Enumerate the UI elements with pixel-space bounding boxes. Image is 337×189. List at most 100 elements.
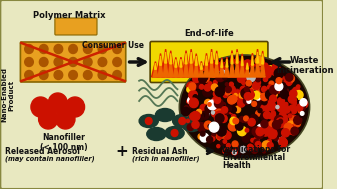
Circle shape — [285, 121, 292, 128]
Circle shape — [217, 127, 226, 136]
Circle shape — [275, 67, 279, 71]
Circle shape — [244, 116, 248, 121]
Circle shape — [56, 109, 75, 129]
Circle shape — [243, 89, 247, 93]
Circle shape — [211, 109, 219, 117]
Polygon shape — [163, 56, 168, 77]
Circle shape — [212, 111, 215, 114]
Circle shape — [265, 103, 270, 108]
Circle shape — [234, 70, 238, 75]
Circle shape — [230, 117, 237, 125]
Circle shape — [223, 75, 227, 80]
Circle shape — [214, 99, 223, 108]
Circle shape — [281, 138, 286, 142]
Polygon shape — [221, 60, 223, 67]
Circle shape — [200, 79, 206, 85]
Circle shape — [241, 88, 250, 98]
Circle shape — [253, 64, 259, 70]
Polygon shape — [246, 63, 248, 69]
Circle shape — [196, 109, 202, 115]
Circle shape — [271, 66, 280, 75]
Circle shape — [246, 66, 249, 70]
Circle shape — [238, 126, 246, 136]
Circle shape — [282, 129, 289, 137]
Circle shape — [234, 65, 238, 70]
Circle shape — [239, 93, 244, 98]
Text: Consumer Use: Consumer Use — [82, 41, 144, 50]
Circle shape — [235, 66, 242, 73]
Circle shape — [232, 97, 235, 101]
Circle shape — [216, 72, 225, 82]
Circle shape — [215, 87, 224, 96]
Circle shape — [268, 91, 275, 98]
Circle shape — [291, 130, 296, 135]
Circle shape — [207, 136, 213, 143]
Polygon shape — [231, 53, 233, 64]
Polygon shape — [238, 54, 246, 77]
Circle shape — [295, 91, 303, 99]
Polygon shape — [175, 59, 177, 67]
Circle shape — [209, 122, 219, 132]
Circle shape — [262, 86, 267, 92]
Circle shape — [242, 81, 245, 84]
Polygon shape — [192, 54, 200, 77]
Circle shape — [229, 110, 233, 114]
Text: Health: Health — [222, 161, 251, 170]
Polygon shape — [262, 53, 264, 64]
Circle shape — [259, 70, 265, 77]
Circle shape — [186, 105, 191, 110]
Circle shape — [270, 103, 274, 106]
Polygon shape — [256, 52, 258, 63]
Circle shape — [189, 98, 198, 108]
Polygon shape — [251, 56, 253, 65]
Circle shape — [271, 117, 280, 127]
Circle shape — [208, 82, 212, 86]
Circle shape — [270, 85, 279, 94]
Circle shape — [277, 98, 284, 105]
Circle shape — [25, 57, 33, 67]
Circle shape — [261, 101, 267, 108]
Circle shape — [232, 149, 237, 155]
Circle shape — [276, 130, 284, 138]
Circle shape — [287, 111, 291, 115]
Circle shape — [224, 130, 228, 134]
Circle shape — [263, 150, 266, 153]
Circle shape — [257, 124, 265, 133]
Circle shape — [270, 95, 277, 102]
Circle shape — [245, 93, 253, 101]
Circle shape — [247, 63, 252, 68]
Circle shape — [182, 107, 190, 116]
Text: Released Aerosol: Released Aerosol — [5, 147, 80, 156]
Circle shape — [171, 129, 178, 136]
Circle shape — [280, 90, 288, 98]
Polygon shape — [213, 51, 220, 77]
Text: Residual Ash: Residual Ash — [132, 147, 188, 156]
Circle shape — [84, 44, 92, 53]
Circle shape — [220, 139, 226, 146]
Circle shape — [186, 119, 189, 122]
Circle shape — [262, 141, 271, 150]
Polygon shape — [241, 56, 243, 65]
Circle shape — [264, 66, 272, 75]
Circle shape — [267, 139, 271, 143]
Polygon shape — [223, 57, 231, 77]
Circle shape — [289, 129, 292, 132]
Polygon shape — [224, 62, 229, 77]
Ellipse shape — [173, 115, 192, 128]
Circle shape — [280, 108, 288, 117]
Circle shape — [233, 118, 239, 124]
Circle shape — [246, 82, 251, 88]
Circle shape — [239, 116, 245, 122]
Circle shape — [269, 129, 274, 134]
FancyBboxPatch shape — [0, 0, 323, 189]
Polygon shape — [219, 62, 224, 77]
Circle shape — [217, 145, 220, 148]
Circle shape — [211, 126, 215, 131]
Circle shape — [281, 76, 284, 79]
Circle shape — [247, 73, 255, 82]
Circle shape — [278, 103, 285, 109]
Circle shape — [275, 84, 280, 89]
Circle shape — [272, 63, 280, 71]
Polygon shape — [236, 52, 238, 63]
Circle shape — [249, 73, 253, 77]
